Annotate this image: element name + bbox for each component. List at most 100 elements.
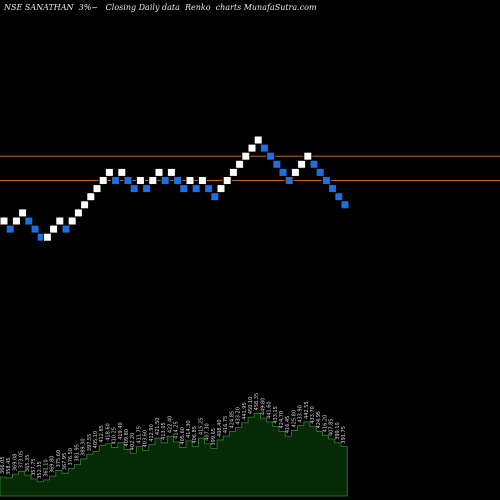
price-label: 405.60 (180, 427, 186, 445)
price-label: 373.05 (19, 451, 25, 469)
renko-brick-down (61, 224, 71, 234)
renko-brick-up (290, 167, 300, 177)
renko-brick-up (197, 176, 207, 185)
price-label: 441.60 (267, 401, 273, 419)
renko-brick-up (222, 176, 232, 185)
price-label: 433.15 (273, 406, 279, 424)
price-label: 412.85 (99, 425, 105, 443)
price-label: 406.85 (192, 426, 198, 444)
renko-brick-up (42, 232, 52, 242)
renko-brick-up (49, 224, 59, 234)
price-label: 416.45 (285, 416, 291, 434)
price-label: 376.50 (68, 448, 74, 466)
price-label: 418.60 (105, 423, 111, 441)
price-label: 361.10 (43, 459, 49, 477)
price-label: 399.65 (211, 428, 217, 446)
price-label: 369.08 (12, 454, 18, 472)
renko-brick-up (228, 167, 238, 177)
price-label: 389.30 (81, 438, 87, 456)
price-label: 407.30 (205, 423, 211, 441)
chart-title: NSE SANATHAN 3%~ Closing Daily data Renk… (4, 3, 317, 12)
renko-brick-up (55, 216, 65, 226)
renko-brick-up (80, 200, 90, 210)
renko-brick-down (204, 184, 214, 194)
renko-brick-up (166, 167, 176, 177)
volume-area (0, 412, 348, 497)
price-label: 405.10 (93, 431, 99, 449)
price-label: 442.55 (304, 401, 310, 419)
renko-brick-down (315, 167, 325, 177)
price-label: 375.60 (56, 450, 62, 468)
renko-brick-up (135, 176, 145, 185)
price-label: 358.45 (6, 457, 12, 475)
renko-brick-up (253, 135, 263, 145)
price-label: 391.75 (341, 426, 347, 444)
renko-brick-up (297, 159, 307, 169)
price-label: 412.90 (149, 424, 155, 442)
renko-brick-up (303, 151, 313, 161)
renko-brick-down (321, 176, 331, 185)
renko-brick-down (259, 143, 269, 153)
price-label: 408.40 (217, 419, 223, 437)
renko-brick-down (309, 159, 319, 169)
price-label: 424.70 (279, 411, 285, 429)
price-label: 369.80 (50, 456, 56, 474)
price-label: 414.25 (174, 421, 180, 439)
price-label: 409.80 (124, 429, 130, 447)
renko-brick-down (179, 184, 189, 194)
renko-brick-up (67, 216, 77, 226)
renko-brick-down (160, 176, 170, 185)
renko-brick-up (92, 184, 102, 194)
renko-brick-up (11, 216, 21, 226)
price-label: 441.95 (242, 402, 248, 419)
price-label: 433.70 (310, 406, 316, 424)
renko-brick-down (272, 159, 282, 169)
price-label: 416.20 (322, 415, 328, 433)
renko-brick-up (104, 167, 114, 177)
brick-layer (0, 135, 350, 242)
price-label: 458.35 (254, 393, 260, 411)
price-label: 365.35 (25, 455, 31, 473)
price-label: 397.55 (87, 434, 93, 452)
renko-brick-up (235, 159, 245, 169)
price-label-layer: 366.05 358.45 369.08 373.05 365.35 357.75 352.… (0, 393, 347, 479)
price-label: 421.50 (155, 418, 161, 436)
price-label: 410.25 (112, 427, 118, 445)
price-label: 419.40 (118, 422, 124, 440)
renko-brick-down (123, 176, 133, 185)
price-label: 352.35 (37, 461, 43, 479)
price-label: 422.40 (167, 416, 173, 434)
renko-brick-up (216, 184, 226, 194)
price-label: 402.20 (130, 433, 136, 451)
price-label: 403.60 (143, 430, 149, 448)
price-label: 357.75 (31, 458, 37, 476)
renko-brick-up (185, 176, 195, 185)
renko-brick-down (266, 151, 276, 161)
renko-brick-down (173, 176, 183, 185)
price-label: 416.75 (223, 416, 229, 434)
renko-brick-up (73, 208, 83, 218)
price-label: 450.10 (248, 397, 254, 415)
renko-brick-down (278, 167, 288, 177)
volume-area-layer (0, 412, 348, 497)
renko-brick-up (86, 192, 96, 202)
price-label: 411.75 (136, 426, 142, 444)
renko-brick-down (111, 176, 121, 185)
price-label: 399.10 (335, 422, 341, 440)
price-label: 433.20 (236, 407, 242, 425)
renko-brick-up (98, 176, 108, 185)
price-label: 415.25 (198, 418, 204, 436)
price-label: 433.90 (298, 405, 304, 423)
renko-brick-down (142, 184, 152, 194)
price-label: 367.95 (62, 453, 68, 471)
renko-brick-up (148, 176, 158, 185)
renko-brick-down (334, 192, 344, 202)
renko-brick-down (328, 184, 338, 194)
price-label: 381.95 (74, 444, 80, 462)
renko-brick-up (154, 167, 164, 177)
renko-brick-down (191, 184, 201, 194)
price-label: 449.80 (260, 398, 266, 416)
price-label: 414.30 (186, 420, 192, 438)
price-label: 425.80 (291, 410, 297, 428)
